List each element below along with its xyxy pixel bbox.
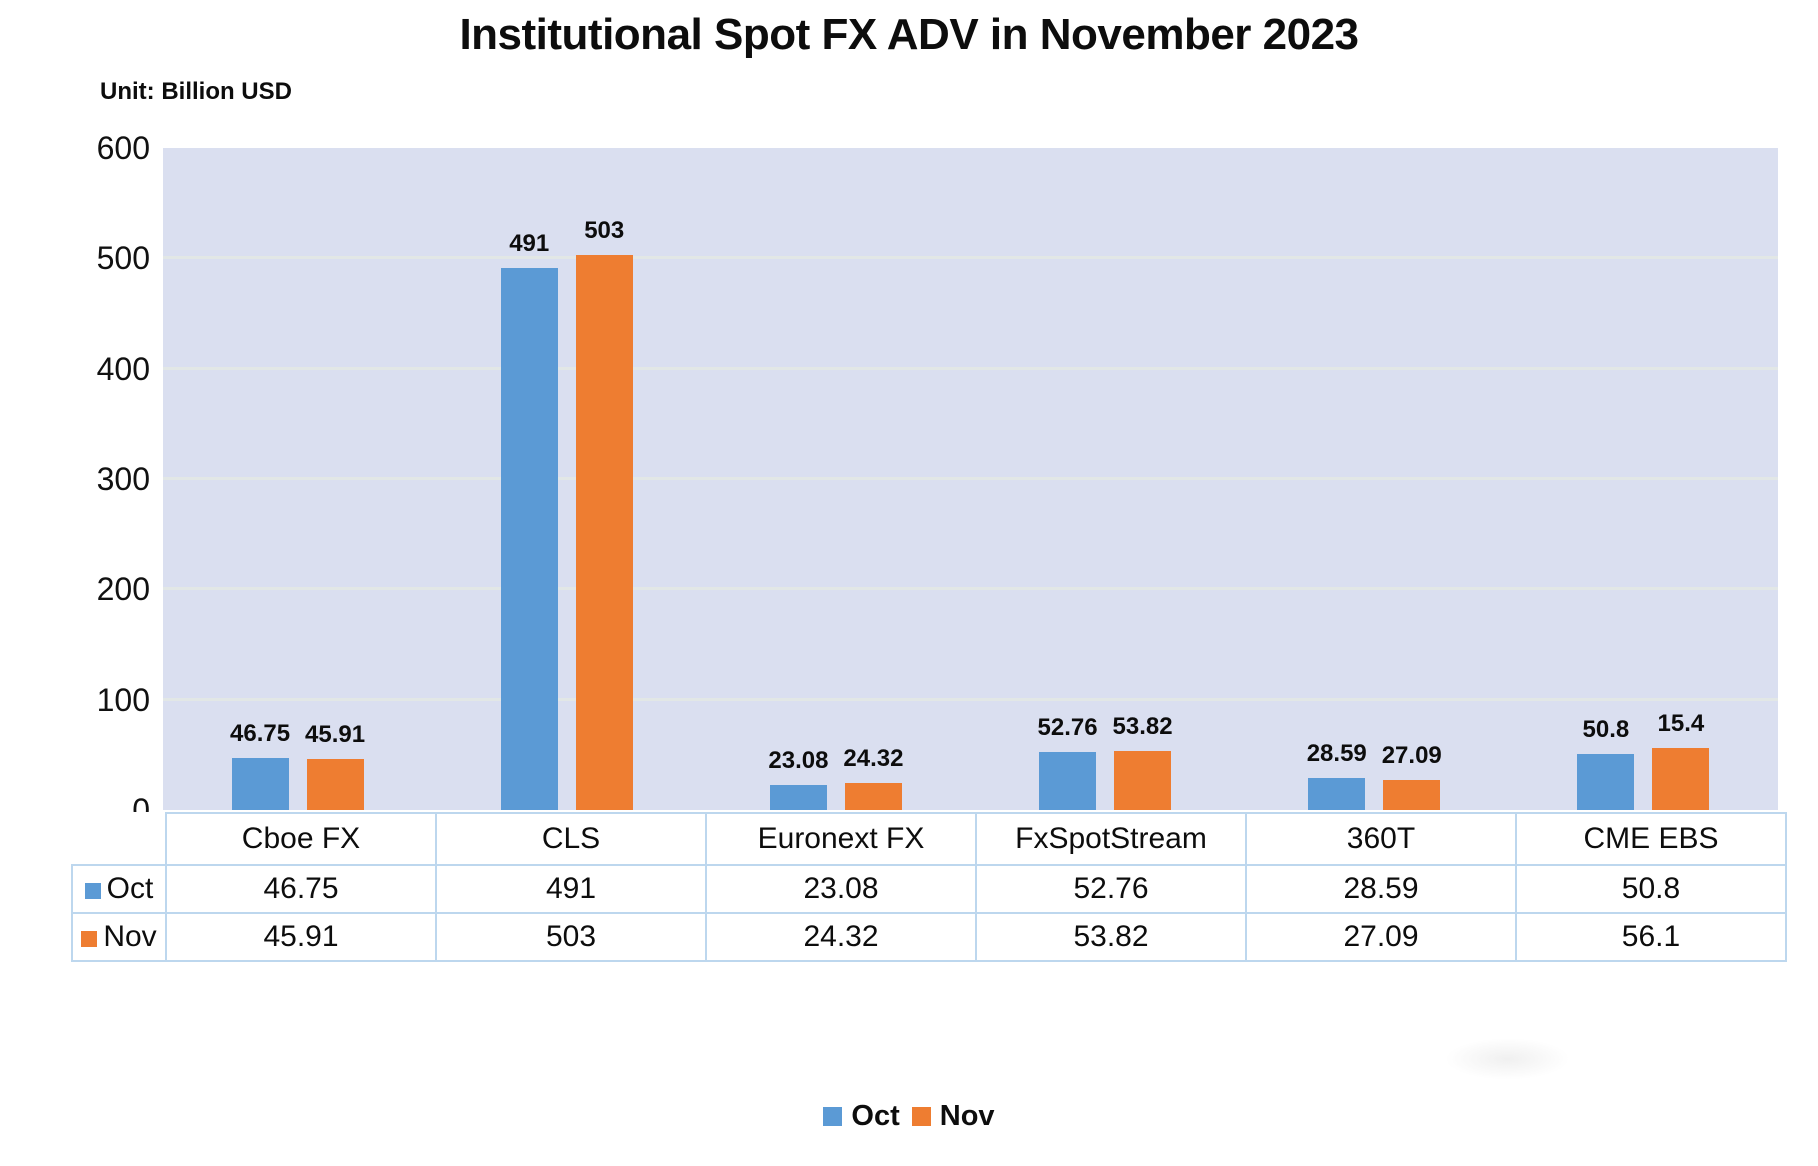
bar-value-label: 45.91 bbox=[305, 721, 366, 749]
category-group-cboe-fx: 46.75 45.91 bbox=[163, 148, 432, 810]
chart-title: Institutional Spot FX ADV in November 20… bbox=[459, 10, 1359, 59]
series-key-icon bbox=[81, 931, 98, 947]
category-header-cell: 360T bbox=[1245, 812, 1517, 866]
table-corner-cell bbox=[72, 813, 167, 866]
gridline bbox=[163, 477, 1778, 480]
bar-nov-cls bbox=[575, 255, 633, 810]
legend-label: Oct bbox=[851, 1100, 900, 1132]
unit-label: Unit: Billion USD bbox=[100, 78, 292, 105]
value-cell: 52.76 bbox=[975, 864, 1247, 914]
bar-oct-360t bbox=[1308, 778, 1366, 810]
watermark-smudge bbox=[1445, 1038, 1570, 1080]
gridline bbox=[163, 697, 1778, 701]
category-header-cell: CME EBS bbox=[1515, 812, 1787, 866]
bar-value-label: 52.76 bbox=[1037, 713, 1098, 741]
category-header-cell: Cboe FX bbox=[165, 812, 437, 866]
series-key-icon bbox=[84, 883, 101, 899]
table-header-row: Cboe FX CLS Euronext FX FxSpotStream 360T CME… bbox=[72, 812, 1787, 866]
category-group-cme-ebs: 50.8 15.4 bbox=[1509, 148, 1778, 810]
category-group-cls: 491 503 bbox=[432, 148, 701, 810]
value-cell: 56.1 bbox=[1515, 912, 1787, 962]
data-table: Cboe FX CLS Euronext FX FxSpotStream 360T CME… bbox=[71, 812, 1787, 962]
legend-label: Nov bbox=[939, 1100, 995, 1132]
bar-value-label: 50.8 bbox=[1582, 715, 1630, 743]
series-label-cell: Oct bbox=[71, 864, 167, 914]
category-group-360t: 28.59 27.09 bbox=[1240, 148, 1509, 810]
gridline bbox=[163, 587, 1778, 591]
value-cell: 50.8 bbox=[1515, 864, 1787, 914]
bar-oct-cme-ebs bbox=[1577, 753, 1635, 810]
bar-oct-euronext-fx bbox=[769, 784, 827, 810]
bar-nov-cboe-fx bbox=[306, 759, 364, 810]
bar-value-label: 24.32 bbox=[843, 745, 904, 773]
y-tick-label: 300 bbox=[96, 461, 150, 497]
bar-oct-cls bbox=[500, 268, 558, 810]
chart-legend: Oct Nov bbox=[0, 1100, 1818, 1133]
legend-key-icon bbox=[911, 1107, 931, 1126]
bar-nov-euronext-fx bbox=[844, 783, 902, 810]
value-cell: 28.59 bbox=[1245, 864, 1517, 914]
legend-item-oct: Oct bbox=[823, 1100, 900, 1133]
y-tick-label: 600 bbox=[96, 130, 150, 166]
bar-value-label: 15.4 bbox=[1657, 710, 1705, 738]
bar-nov-360t bbox=[1383, 780, 1441, 810]
table-row: Oct 46.75 491 23.08 52.76 28.59 50.8 bbox=[71, 864, 1787, 914]
y-tick-label: 500 bbox=[96, 240, 150, 277]
legend-item-nov: Nov bbox=[911, 1100, 995, 1133]
category-header-cell: Euronext FX bbox=[705, 812, 977, 866]
bar-value-label: 23.08 bbox=[768, 746, 829, 774]
bar-oct-cboe-fx bbox=[231, 758, 289, 810]
bar-nov-cme-ebs bbox=[1652, 748, 1710, 810]
bar-value-label: 28.59 bbox=[1306, 740, 1367, 768]
y-tick-label: 100 bbox=[96, 681, 150, 718]
bar-value-label: 46.75 bbox=[230, 720, 291, 748]
value-cell: 45.91 bbox=[165, 912, 437, 962]
gridline bbox=[163, 366, 1778, 370]
category-group-euronext-fx: 23.08 24.32 bbox=[701, 148, 970, 810]
gridline bbox=[163, 256, 1778, 260]
value-cell: 23.08 bbox=[705, 864, 977, 914]
bar-oct-fxspotstream bbox=[1039, 751, 1097, 810]
category-group-fxspotstream: 52.76 53.82 bbox=[971, 148, 1240, 810]
series-label-cell: Nov bbox=[71, 912, 167, 962]
value-cell: 27.09 bbox=[1245, 912, 1517, 962]
category-header-cell: CLS bbox=[435, 812, 707, 866]
bar-value-label: 491 bbox=[509, 230, 550, 258]
legend-key-icon bbox=[823, 1107, 843, 1126]
y-tick-label: 400 bbox=[96, 350, 150, 387]
plot-area: 46.75 45.91 491 503 23.08 24.32 52.76 53.82 28.5… bbox=[163, 148, 1778, 810]
category-header-cell: FxSpotStream bbox=[975, 812, 1247, 866]
bar-nov-fxspotstream bbox=[1114, 750, 1172, 810]
value-cell: 503 bbox=[435, 912, 707, 962]
table-row: Nov 45.91 503 24.32 53.82 27.09 56.1 bbox=[71, 912, 1787, 962]
bar-value-label: 53.82 bbox=[1112, 712, 1173, 740]
y-tick-label: 200 bbox=[96, 571, 150, 608]
value-cell: 46.75 bbox=[165, 864, 437, 914]
value-cell: 24.32 bbox=[705, 912, 977, 962]
value-cell: 53.82 bbox=[975, 912, 1247, 962]
bar-value-label: 503 bbox=[584, 217, 625, 245]
bar-value-label: 27.09 bbox=[1381, 742, 1442, 770]
value-cell: 491 bbox=[435, 864, 707, 914]
